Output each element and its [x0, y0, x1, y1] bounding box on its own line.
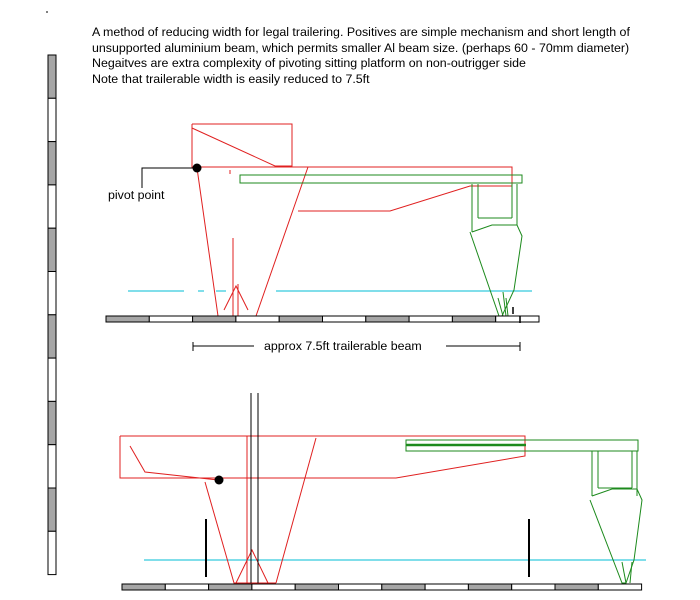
pivot-point-label: pivot point: [108, 188, 165, 202]
scale-segment-bottom: [338, 583, 383, 591]
deployed-configuration: [119, 393, 646, 591]
scale-segment-top: [451, 315, 497, 323]
scale-segment-top: [192, 315, 237, 323]
horizontal-scale-top: [105, 315, 540, 323]
vertical-scale-segment: [47, 357, 57, 402]
scale-segment-bottom: [554, 583, 599, 591]
scale-segment-top: [278, 315, 324, 323]
horizontal-scale-bottom: [121, 583, 643, 591]
vertical-scale-segment: [47, 54, 57, 99]
vertical-scale-ruler: [47, 54, 57, 576]
scale-segment-bottom: [164, 583, 210, 591]
note-line-3: Negaitves are extra complexity of pivoti…: [92, 56, 526, 70]
beam-dimension: [192, 342, 521, 351]
vertical-scale-segment: [47, 271, 57, 316]
folded-configuration: pivot point approx 7.5ft trailerable bea…: [105, 123, 540, 353]
note-line-4: Note that trailerable width is easily re…: [92, 71, 370, 86]
vertical-scale-segment: [47, 487, 57, 532]
scale-segment-top: [148, 315, 194, 323]
scale-segment-top: [365, 315, 410, 323]
vertical-scale-segment: [47, 184, 57, 229]
vertical-scale-segment: [47, 97, 57, 143]
note-line-2: unsupported aluminium beam, which permit…: [92, 40, 630, 55]
vertical-scale-segment: [47, 141, 57, 186]
pivot-dot: [192, 163, 202, 173]
scale-segment-top: [322, 315, 367, 323]
scale-segment-top: [235, 315, 280, 323]
scale-segment-bottom: [381, 583, 426, 591]
main-hull-deployed: [119, 435, 526, 584]
scale-segment-bottom: [467, 583, 513, 591]
vertical-scale-segment: [47, 227, 57, 272]
scale-segment-top: [495, 315, 540, 323]
pivot-dot-deployed: [214, 475, 224, 485]
main-hull-folded: [191, 123, 513, 317]
scale-segment-bottom: [511, 583, 556, 591]
description-note: A method of reducing width for legal tra…: [92, 25, 692, 87]
vertical-scale-segment: [47, 400, 57, 446]
scale-segment-bottom: [121, 583, 166, 591]
vertical-scale-segment: [47, 314, 57, 359]
note-line-1: A method of reducing width for legal tra…: [92, 25, 630, 39]
scale-segment-bottom: [424, 583, 469, 591]
scale-segment-bottom: [208, 583, 253, 591]
scale-segment-top: [105, 315, 150, 323]
beam-dimension-label: approx 7.5ft trailerable beam: [264, 339, 422, 353]
outrigger-deployed: [405, 439, 643, 584]
scale-segment-bottom: [294, 583, 340, 591]
pivot-point-marker: [141, 163, 202, 188]
vertical-scale-segment: [47, 444, 57, 489]
scale-segment-bottom: [251, 583, 296, 591]
scale-segment-top: [408, 315, 453, 323]
scale-segment-bottom: [597, 583, 643, 591]
outrigger-folded: [239, 174, 523, 317]
vertical-scale-segment: [47, 530, 57, 576]
